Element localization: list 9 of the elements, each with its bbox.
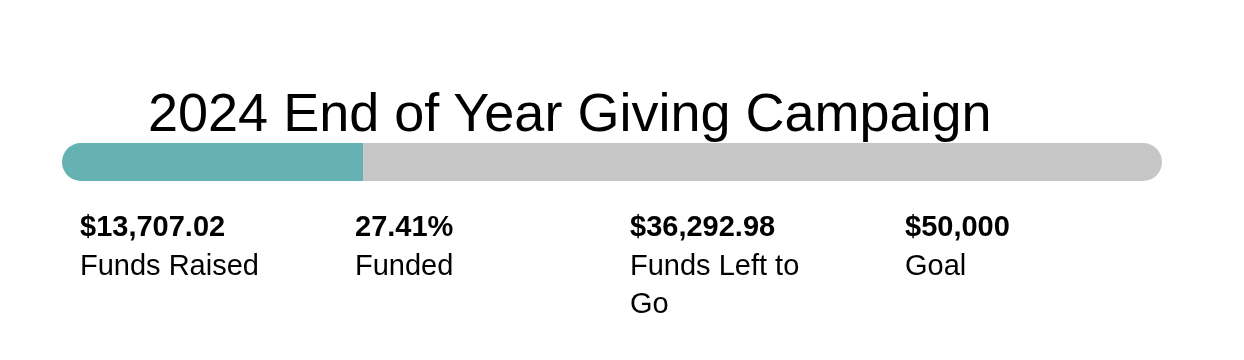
text: Funds Raised: [80, 248, 260, 283]
text: Goal: [905, 248, 968, 283]
chart-title: 2024 End of Year Giving Campaign: [148, 81, 992, 144]
text: 27.41%: [355, 209, 455, 244]
text: $13,707.02: [80, 209, 227, 244]
text: $50,000: [905, 209, 1011, 244]
text: Funded: [355, 248, 455, 283]
text: $36,292.98: [630, 209, 777, 244]
text: Funds Left to Go: [630, 248, 801, 321]
